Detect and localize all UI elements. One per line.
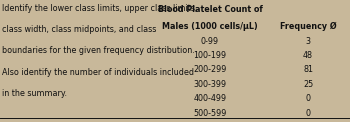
Text: 25: 25 [303, 80, 313, 89]
Text: in the summary.: in the summary. [2, 89, 67, 98]
Text: 0-99: 0-99 [201, 37, 219, 46]
Text: 0: 0 [306, 94, 310, 103]
Text: boundaries for the given frequency distribution.: boundaries for the given frequency distr… [2, 46, 195, 55]
Text: class width, class midpoints, and class: class width, class midpoints, and class [2, 25, 156, 34]
Text: 300-399: 300-399 [194, 80, 226, 89]
Text: 0: 0 [306, 109, 310, 118]
Text: 500-599: 500-599 [193, 109, 227, 118]
Text: 81: 81 [303, 65, 313, 74]
Text: 100-199: 100-199 [194, 51, 226, 60]
Text: 3: 3 [306, 37, 310, 46]
Text: Males (1000 cells/µL): Males (1000 cells/µL) [162, 22, 258, 31]
Text: 48: 48 [303, 51, 313, 60]
Text: 400-499: 400-499 [194, 94, 226, 103]
Text: Identify the lower class limits, upper class limits,: Identify the lower class limits, upper c… [2, 4, 197, 13]
Text: 200-299: 200-299 [193, 65, 227, 74]
Text: Blood Platelet Count of: Blood Platelet Count of [158, 5, 262, 14]
Text: Also identify the number of individuals included: Also identify the number of individuals … [2, 68, 194, 77]
Text: Frequency Ø: Frequency Ø [280, 22, 336, 31]
